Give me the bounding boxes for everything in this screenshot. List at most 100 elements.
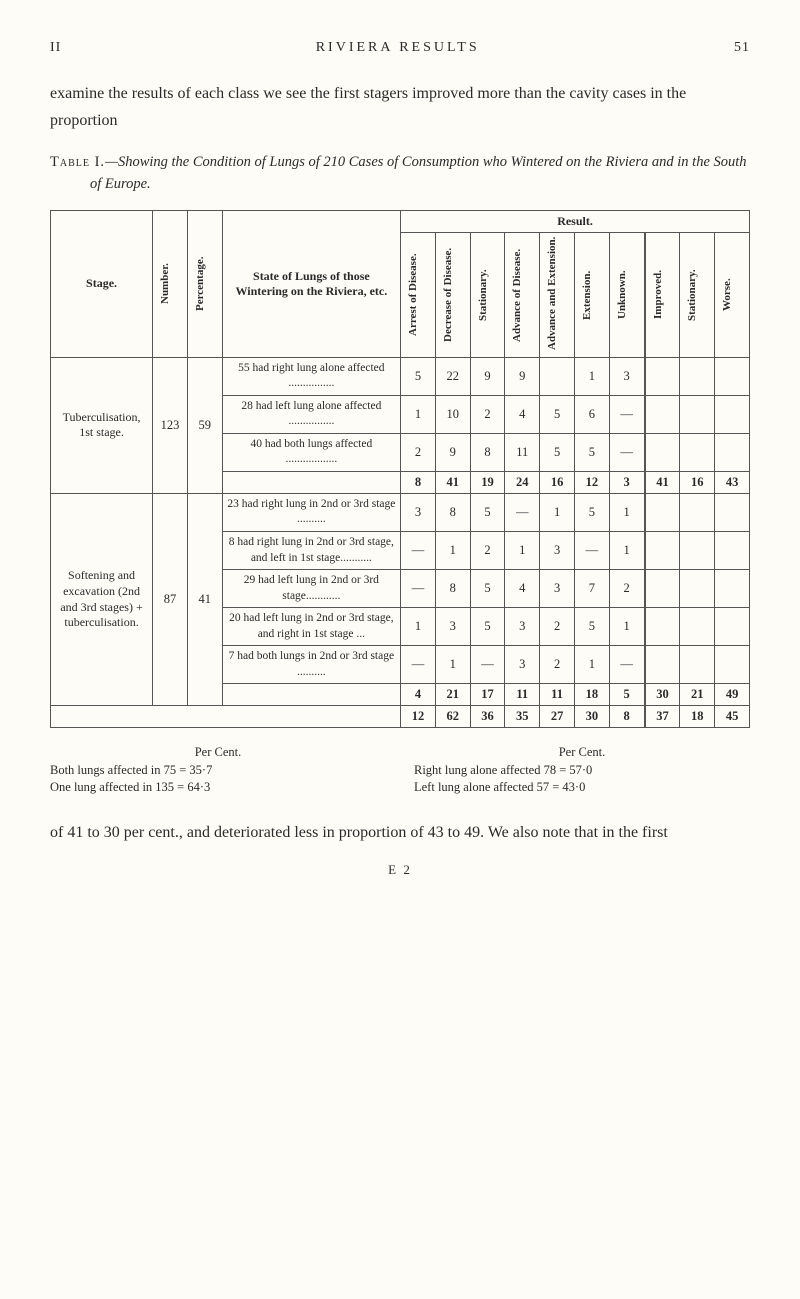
- col-worse: Worse.: [719, 236, 735, 354]
- col-stage: Stage.: [51, 210, 153, 357]
- table-cell: 11: [540, 684, 575, 706]
- table-cell: [680, 493, 715, 531]
- table-cell: 4: [505, 395, 540, 433]
- table-cell: 62: [435, 706, 470, 728]
- table-cell: [645, 532, 680, 570]
- table-cell: 16: [540, 471, 575, 493]
- table-cell: 87: [153, 493, 188, 705]
- table-cell: [645, 395, 680, 433]
- state-cell: 29 had left lung in 2nd or 3rd stage....…: [222, 570, 400, 608]
- caption-rest: —Showing the Condition of Lungs of 210 C…: [90, 154, 747, 192]
- results-table: Stage. Number. Percentage. State of Lung…: [50, 210, 750, 728]
- table-cell: 37: [645, 706, 680, 728]
- footer-right-2: Left lung alone affected 57 = 43·0: [414, 779, 750, 797]
- running-title: RIVIERA RESULTS: [316, 40, 480, 56]
- table-cell: 5: [470, 608, 505, 646]
- table-cell: 1: [609, 493, 644, 531]
- table-cell: 1: [435, 532, 470, 570]
- table-cell: 16: [680, 471, 715, 493]
- footer-left-2: One lung affected in 135 = 64·3: [50, 779, 386, 797]
- table-cell: 18: [574, 684, 609, 706]
- state-cell: 55 had right lung alone affected .......…: [222, 357, 400, 395]
- table-cell: 35: [505, 706, 540, 728]
- table-cell: [645, 433, 680, 471]
- table-cell: 1: [401, 395, 436, 433]
- table-cell: [680, 357, 715, 395]
- stage-cell: Softening and excavation (2nd and 3rd st…: [51, 493, 153, 705]
- table-cell: 2: [609, 570, 644, 608]
- table-cell: 9: [435, 433, 470, 471]
- col-extension: Extension.: [579, 236, 595, 354]
- table-cell: 3: [401, 493, 436, 531]
- table-cell: 30: [574, 706, 609, 728]
- col-stationary2: Stationary.: [684, 236, 700, 354]
- table-caption: Table I.—Showing the Condition of Lungs …: [50, 152, 750, 196]
- table-cell: 3: [435, 608, 470, 646]
- footer-right-1: Right lung alone affected 78 = 57·0: [414, 762, 750, 780]
- closing-paragraph: of 41 to 30 per cent., and deteriorated …: [50, 819, 750, 846]
- table-cell: [680, 646, 715, 684]
- table-cell: [680, 608, 715, 646]
- table-cell: 9: [470, 357, 505, 395]
- table-cell: [540, 357, 575, 395]
- col-number: Number.: [157, 225, 173, 343]
- table-cell: 3: [609, 471, 644, 493]
- table-cell: 8: [401, 471, 436, 493]
- table-cell: 7: [574, 570, 609, 608]
- table-cell: 5: [540, 433, 575, 471]
- table-cell: 12: [574, 471, 609, 493]
- table-cell: 17: [470, 684, 505, 706]
- footer-left-1: Both lungs affected in 75 = 35·7: [50, 762, 386, 780]
- table-cell: —: [505, 493, 540, 531]
- col-state: State of Lungs of those Wintering on the…: [222, 210, 400, 357]
- table-cell: 8: [435, 493, 470, 531]
- table-cell: 5: [574, 608, 609, 646]
- col-unknown: Unknown.: [614, 236, 630, 354]
- table-cell: 10: [435, 395, 470, 433]
- table-cell: —: [609, 395, 644, 433]
- table-cell: 2: [401, 433, 436, 471]
- table-cell: 43: [715, 471, 750, 493]
- table-cell: 11: [505, 684, 540, 706]
- table-cell: 19: [470, 471, 505, 493]
- table-cell: [51, 706, 401, 728]
- table-cell: [680, 395, 715, 433]
- table-cell: 5: [609, 684, 644, 706]
- table-cell: 41: [645, 471, 680, 493]
- table-cell: 5: [470, 570, 505, 608]
- table-cell: 18: [680, 706, 715, 728]
- chapter-number: II: [50, 40, 61, 56]
- page-number: 51: [734, 40, 750, 56]
- table-cell: [715, 646, 750, 684]
- table-cell: 5: [540, 395, 575, 433]
- table-cell: 1: [401, 608, 436, 646]
- footer-right-hdr: Per Cent.: [414, 744, 750, 762]
- table-row: Softening and excavation (2nd and 3rd st…: [51, 493, 750, 531]
- table-cell: 21: [435, 684, 470, 706]
- table-cell: [645, 608, 680, 646]
- col-result-group: Result.: [401, 210, 750, 232]
- table-cell: 3: [540, 532, 575, 570]
- col-advance: Advance of Disease.: [509, 236, 525, 354]
- state-cell: 8 had right lung in 2nd or 3rd stage, an…: [222, 532, 400, 570]
- table-cell: [645, 646, 680, 684]
- table-cell: 1: [435, 646, 470, 684]
- state-cell: 28 had left lung alone affected ........…: [222, 395, 400, 433]
- table-cell: —: [401, 646, 436, 684]
- table-cell: [222, 684, 400, 706]
- table-cell: 36: [470, 706, 505, 728]
- table-cell: 1: [609, 608, 644, 646]
- stage-cell: Tuberculisation, 1st stage.: [51, 357, 153, 493]
- col-arrest: Arrest of Disease.: [405, 236, 421, 354]
- table-cell: [645, 570, 680, 608]
- state-cell: 20 had left lung in 2nd or 3rd stage, an…: [222, 608, 400, 646]
- table-cell: 3: [609, 357, 644, 395]
- table-cell: [680, 570, 715, 608]
- table-cell: 41: [187, 493, 222, 705]
- table-cell: 3: [505, 608, 540, 646]
- col-advance-ext: Advance and Extension.: [544, 236, 560, 354]
- table-cell: 4: [505, 570, 540, 608]
- table-cell: 2: [540, 646, 575, 684]
- table-cell: —: [609, 646, 644, 684]
- table-cell: 1: [609, 532, 644, 570]
